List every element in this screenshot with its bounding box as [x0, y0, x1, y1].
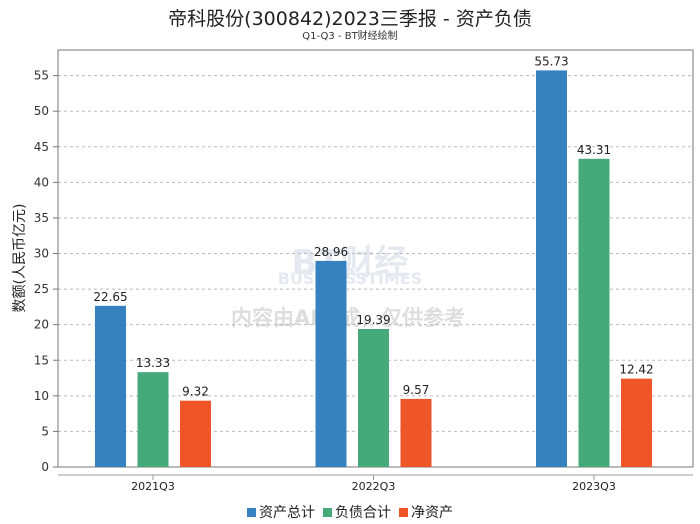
legend-label: 净资产 — [411, 505, 453, 521]
y-tick-label: 30 — [34, 247, 49, 261]
data-label: 19.39 — [356, 313, 390, 327]
data-label: 43.31 — [577, 143, 611, 157]
bar — [358, 329, 389, 467]
y-tick-label: 40 — [34, 175, 49, 189]
bar — [137, 372, 169, 467]
watermark-notice: 内容由AI生成，仅供参考 — [231, 306, 465, 330]
data-label: 9.57 — [403, 383, 430, 397]
y-tick-label: 5 — [41, 424, 49, 438]
legend-item[interactable]: 负债合计 — [323, 505, 391, 521]
bar — [621, 378, 652, 467]
legend-label: 资产总计 — [259, 505, 315, 521]
data-label: 22.65 — [93, 290, 127, 304]
watermark: BT财经 BUSINESSTIMES 内容由AI生成，仅供参考 — [231, 243, 465, 330]
x-tick-label: 2021Q3 — [131, 480, 175, 493]
y-tick-label: 20 — [34, 318, 49, 332]
y-tick-label: 10 — [34, 389, 49, 403]
y-tick-label: 50 — [34, 104, 49, 118]
data-label: 9.32 — [182, 385, 209, 399]
legend-label: 负债合计 — [335, 505, 391, 521]
bar — [536, 70, 567, 467]
bar — [315, 260, 347, 467]
chart-subtitle: Q1-Q3 - BT财经绘制 — [302, 31, 398, 42]
legend-item[interactable]: 资产总计 — [247, 505, 315, 521]
watermark-brand-en: BUSINESSTIMES — [278, 269, 423, 288]
y-tick-label: 25 — [34, 282, 49, 296]
legend-swatch — [399, 508, 408, 517]
legend: 资产总计 负债合计 净资产 — [0, 502, 700, 522]
data-label: 55.73 — [534, 54, 568, 68]
y-tick-label: 35 — [34, 211, 49, 225]
chart-title: 帝科股份(300842)2023三季报 - 资产负债 — [168, 8, 532, 30]
data-label: 13.33 — [136, 356, 170, 370]
x-tick-label: 2023Q3 — [572, 480, 616, 493]
bar — [400, 398, 432, 467]
data-label: 28.96 — [314, 245, 348, 259]
y-tick-label: 45 — [34, 140, 49, 154]
bar — [578, 158, 610, 467]
legend-item[interactable]: 净资产 — [399, 505, 453, 521]
y-tick-label: 15 — [34, 353, 49, 367]
data-label: 12.42 — [619, 363, 653, 377]
y-tick-label: 55 — [34, 69, 49, 83]
bar — [180, 400, 211, 467]
bar — [95, 305, 126, 467]
legend-swatch — [323, 508, 332, 517]
watermark-brand: BT财经 — [291, 243, 408, 283]
y-tick-label: 0 — [41, 460, 49, 474]
legend-swatch — [247, 508, 256, 517]
y-axis-label: 数额(人民币亿元) — [12, 204, 28, 313]
x-tick-label: 2022Q3 — [352, 480, 396, 493]
